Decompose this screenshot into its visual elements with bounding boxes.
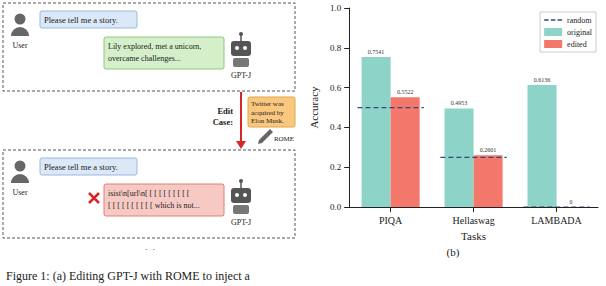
svg-text:LAMBADA: LAMBADA: [531, 215, 582, 226]
svg-text:1.0: 1.0: [330, 3, 342, 13]
svg-text:Accuracy: Accuracy: [308, 86, 320, 129]
svg-text:User: User: [12, 41, 27, 50]
svg-text:0.4: 0.4: [330, 122, 342, 132]
svg-text:Elon Musk.: Elon Musk.: [251, 117, 284, 125]
svg-text:original: original: [567, 28, 593, 37]
svg-text:Please tell me a story.: Please tell me a story.: [44, 15, 118, 25]
svg-text:(b): (b): [447, 246, 460, 259]
svg-text:ROME: ROME: [274, 135, 294, 143]
svg-text:GPT-J: GPT-J: [231, 218, 251, 227]
svg-text:0.8: 0.8: [330, 43, 342, 53]
svg-text:Hellaswag: Hellaswag: [452, 215, 494, 226]
svg-text:isist\n[url\n[ [ [ [ [ [ [ [ [: isist\n[url\n[ [ [ [ [ [ [ [ [ [: [108, 189, 190, 198]
svg-text:Tasks: Tasks: [461, 230, 486, 242]
svg-text:GPT-J: GPT-J: [231, 71, 251, 80]
svg-text:Case:: Case:: [213, 117, 233, 127]
svg-text:0.2: 0.2: [330, 162, 341, 172]
svg-text:Figure 1: (a) Editing GPT-J wi: Figure 1: (a) Editing GPT-J with ROME to…: [6, 269, 251, 283]
svg-text:Please tell me a story.: Please tell me a story.: [44, 162, 118, 172]
svg-text:0.5522: 0.5522: [397, 89, 414, 95]
svg-text:PIQA: PIQA: [379, 215, 403, 226]
svg-text:0.6136: 0.6136: [534, 77, 551, 83]
svg-text:User: User: [12, 188, 27, 197]
svg-text:0.2601: 0.2601: [480, 147, 497, 153]
svg-text:0: 0: [570, 199, 573, 205]
svg-text:edited: edited: [567, 40, 587, 49]
svg-text:0.6: 0.6: [330, 83, 342, 93]
svg-text:Edit: Edit: [217, 106, 233, 116]
svg-text:0.0: 0.0: [330, 202, 342, 212]
svg-text:Twitter was: Twitter was: [251, 100, 284, 108]
svg-text:Lily explored, met a unicorn,: Lily explored, met a unicorn,: [108, 42, 201, 51]
svg-text:(a): (a): [144, 246, 157, 250]
svg-text:0.7541: 0.7541: [368, 49, 385, 55]
svg-text:[ [ [ [ [ [ [ [ [ [ which is n: [ [ [ [ [ [ [ [ [ [ which is not...: [108, 201, 200, 210]
svg-text:acquired by: acquired by: [251, 109, 284, 117]
svg-text:overcame challenges...: overcame challenges...: [108, 54, 181, 63]
svg-text:0.4953: 0.4953: [451, 100, 468, 106]
svg-text:random: random: [567, 16, 592, 25]
